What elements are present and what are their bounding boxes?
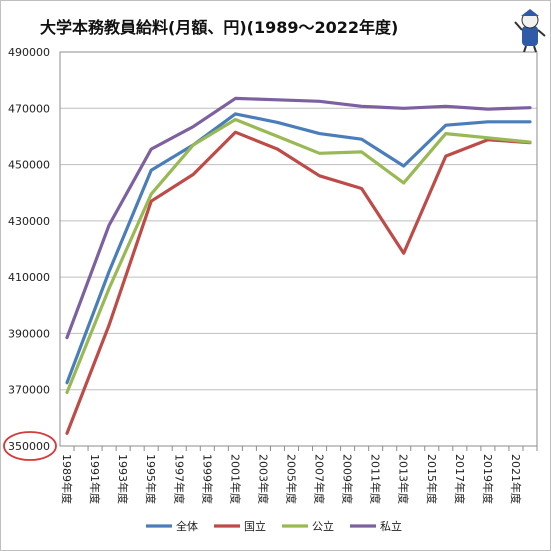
mascot-leg [533,45,537,53]
legend-label: 公立 [312,519,334,533]
x-tick-label: 2011年度 [369,454,383,504]
x-tick-label: 2009年度 [341,454,355,504]
x-tick-label: 1999年度 [200,454,214,504]
chart-title: 大学本務教員給料(月額、円)(1989〜2022年度) [40,18,399,37]
series-line-国立 [65,130,532,435]
legend: 全体 国立 公立 私立 [146,519,402,533]
legend-label: 私立 [380,519,402,533]
mascot-arm [537,29,546,37]
y-tick-label: 390000 [8,327,50,340]
y-tick-label: 370000 [8,384,50,397]
x-tick-label: 2017年度 [453,454,467,504]
x-tick-label: 2003年度 [256,454,270,504]
axes [59,51,538,451]
y-tick-label: 470000 [8,102,50,115]
x-tick-labels: 1989年度 1991年度 1993年度 1995年度 1997年度 1999年度 2001… [60,454,523,504]
x-tick-label: 2005年度 [284,454,298,504]
gridlines [60,51,537,447]
legend-label: 全体 [176,519,198,533]
x-tick-label: 1991年度 [88,454,102,504]
x-tick-label: 2001年度 [228,454,242,504]
x-tick-label: 1995年度 [144,454,158,504]
mascot-cap [521,9,539,16]
y-tick-label: 410000 [8,271,50,284]
x-tick-label: 2021年度 [509,454,523,504]
x-tick-label: 2007年度 [313,454,327,504]
legend-label: 国立 [244,519,266,533]
x-tick-label: 2019年度 [481,454,495,504]
x-tick-label: 2015年度 [425,454,439,504]
x-tick-label: 1993年度 [116,454,130,504]
series-lines [65,96,532,435]
mascot-arm [514,21,523,31]
x-tick-label: 1989年度 [60,454,74,504]
mascot-leg [523,45,527,53]
y-tick-labels: 350000 370000 390000 410000 430000 450000 4700… [3,46,57,461]
y-tick-label: 490000 [8,46,50,59]
series-line-私立 [65,96,532,340]
x-tick-label: 2013年度 [397,454,411,504]
mascot-body [522,26,538,46]
highlight-circle [3,431,57,461]
y-tick-label: 430000 [8,215,50,228]
y-tick-label: 350000 [8,440,50,453]
mascot-icon [514,9,546,53]
series-line-公立 [65,117,532,395]
x-tick-label: 1997年度 [172,454,186,504]
series-line-全体 [65,112,532,385]
plot-area [59,51,538,447]
y-tick-label: 450000 [8,159,50,172]
